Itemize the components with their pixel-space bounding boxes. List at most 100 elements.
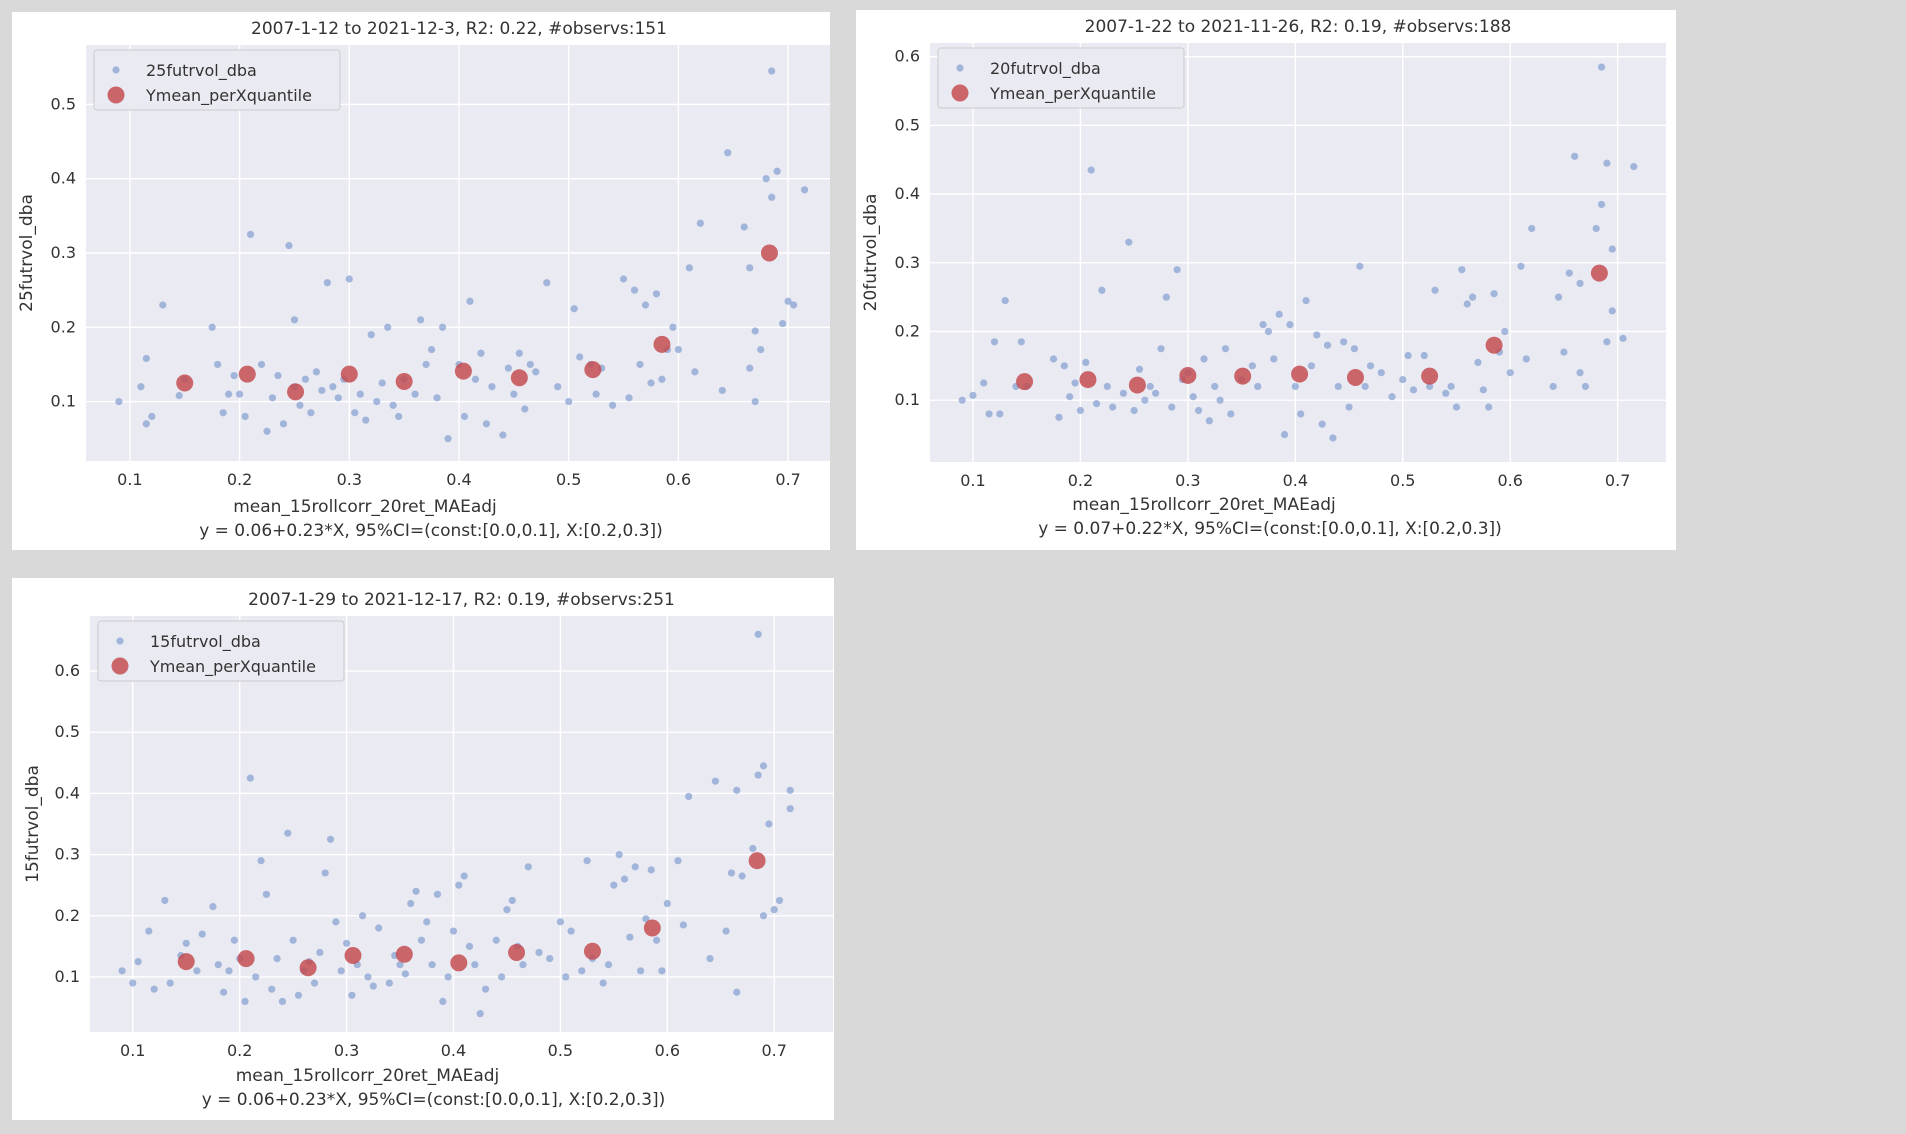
scatter-point [375,924,383,932]
scatter-point [1323,341,1332,349]
scatter-point [626,933,634,941]
scatter-point [1603,338,1611,346]
scatter-point [608,401,617,409]
scatter-point [583,857,591,865]
ymean-point [237,950,255,968]
scatter-point [1571,152,1579,160]
x-tick-label: 0.6 [1497,471,1522,490]
x-tick-label: 0.3 [334,1041,359,1060]
scatter-point [674,857,682,865]
ymean-point [643,919,661,937]
scatter-point [515,349,523,357]
y-tick-label: 0.6 [55,661,80,680]
scatter-point [345,275,353,283]
scatter-point [284,829,292,837]
scatter-point [321,869,329,877]
scatter-point [524,863,532,871]
scatter-point [1361,382,1369,391]
scatter-point [1254,382,1262,391]
scatter-point [800,186,809,194]
scatter-point [455,881,463,889]
scatter-point [565,397,573,406]
scatter-point [1340,338,1348,346]
y-tick-label: 0.5 [55,722,80,741]
ymean-point [176,374,194,392]
scatter-point [499,431,507,439]
x-tick-label: 0.5 [1390,471,1415,490]
scatter-point [1565,269,1573,277]
ymean-point [238,365,256,383]
scatter-point [658,967,666,975]
ymean-point [1079,371,1097,389]
scatter-point [543,279,551,287]
x-axis-label: mean_15rollcorr_20ret_MAEadj [1072,495,1336,515]
scatter-point [625,394,633,402]
scatter-point [460,872,468,880]
scatter-chart-20futrvol: 0.1 0.2 0.3 0.4 0.5 0.6 0.7 0.1 0.2 0.3 0.4 0.5 0.6 2… [861,17,1666,539]
scatter-point [471,375,480,383]
scatter-point [1152,389,1160,397]
scatter-point [610,881,618,889]
scatter-point [193,967,201,975]
legend-entry: 15futrvol_dba [150,632,261,652]
scatter-point [1560,348,1568,356]
scatter-point [647,379,655,387]
x-tick-label: 0.5 [548,1041,573,1060]
legend-marker [111,657,129,675]
scatter-point [1522,355,1530,363]
scatter-point [225,967,233,975]
scatter-point [285,241,293,250]
scatter-point [312,368,320,376]
scatter-point [367,331,375,339]
x-tick-label: 0.6 [666,470,691,489]
x-tick-label: 0.1 [120,1041,145,1060]
legend: 20futrvol_dba Ymean_perXquantile [937,47,1185,109]
scatter-point [310,979,319,987]
scatter-point [460,412,469,421]
scatter-point [1447,382,1455,391]
y-tick-label: 0.4 [895,184,920,203]
scatter-point [503,906,511,914]
scatter-point [1157,345,1165,353]
scatter-point [1576,279,1584,288]
scatter-point [263,427,271,435]
x-tick-label: 0.3 [1175,471,1200,490]
scatter-point [1109,403,1117,411]
scatter-point [1307,362,1316,370]
y-tick-label: 0.2 [51,317,76,336]
legend-entry: 20futrvol_dba [990,59,1101,79]
scatter-point [653,936,661,944]
scatter-point [433,394,441,402]
ymean-point [583,942,601,960]
scatter-point [1399,375,1407,384]
legend-box [97,620,345,682]
scatter-point [1211,382,1219,391]
y-axis-label: 25futrvol_dba [17,194,37,312]
scatter-point [1248,362,1256,370]
scatter-point [356,390,364,398]
scatter-point [332,918,340,926]
scatter-point [1452,403,1461,411]
scatter-point [1581,382,1590,391]
y-tick-label: 0.3 [51,243,76,262]
y-tick-label: 0.5 [895,115,920,134]
ymean-point [1421,367,1439,385]
scatter-point [1506,369,1514,377]
scatter-point [786,805,794,813]
x-tick-label: 0.4 [441,1041,466,1060]
scatter-point [679,921,687,929]
scatter-point [706,954,714,963]
chart-panel-25futrvol: 0.1 0.2 0.3 0.4 0.5 0.6 0.7 0.1 0.2 0.3 0.4 0.5 2007… [12,12,830,550]
ymean-point [450,954,468,972]
scatter-point [1087,166,1095,174]
scatter-point [1468,293,1477,301]
scatter-point [488,383,496,391]
scatter-point [252,973,260,981]
scatter-point [674,345,683,354]
chart-panel-15futrvol: 0.1 0.2 0.3 0.4 0.5 0.6 0.7 0.1 0.2 0.3 0.4 0.5 0.6 2… [12,578,834,1120]
scatter-point [1350,345,1359,353]
scatter-point [481,985,490,993]
ymean-point [395,945,413,963]
scatter-point [751,397,759,406]
scatter-point [471,961,479,969]
